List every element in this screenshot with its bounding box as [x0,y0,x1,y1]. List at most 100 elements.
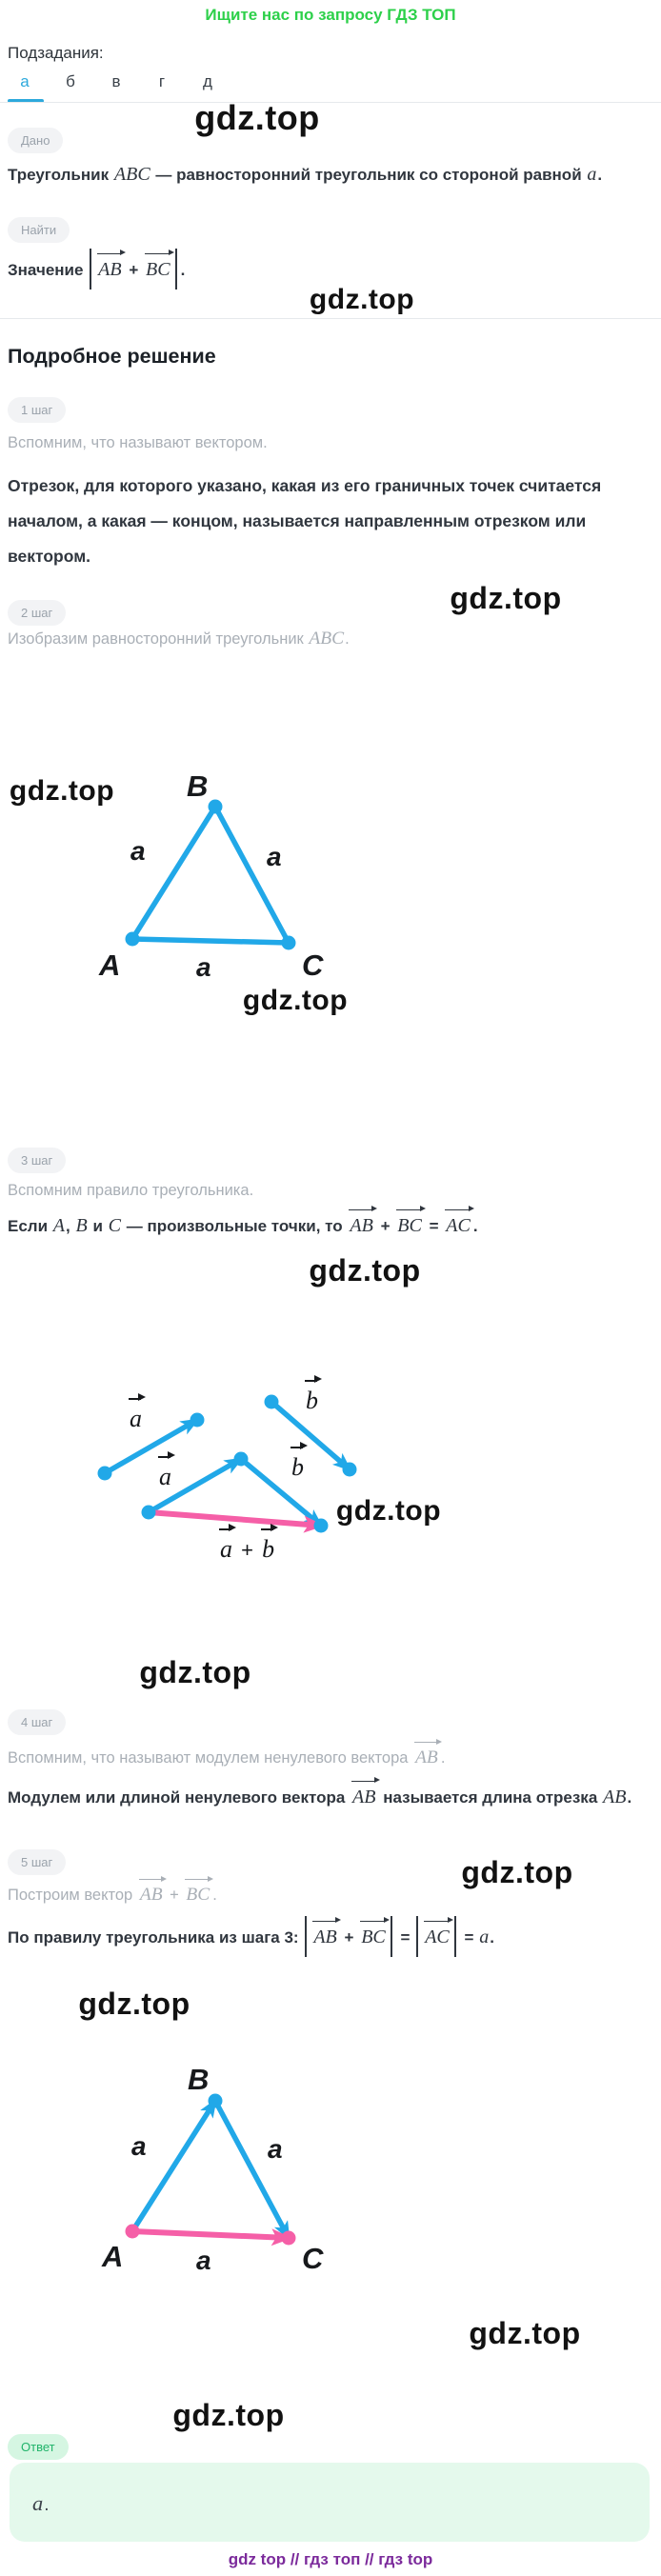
subtask-tabs: а б в г д [15,72,217,91]
equilateral-triangle-step2-label: a [267,842,282,871]
triangle-vectors-step5-vertex-dot [281,2230,296,2246]
solution-title: Подробное решение [8,345,216,368]
subtasks-label: Подзадания: [8,44,104,62]
math-italic: A [52,1215,66,1236]
vector-notation: AB [97,250,126,280]
gdz-top-watermark: gdz.top [9,775,115,807]
answer-box [10,2463,650,2542]
gdz-top-watermark: gdz.top [309,284,415,315]
abs-bar [90,249,92,290]
tab-г[interactable]: г [158,72,166,90]
vector-notation: a [157,1451,175,1490]
vector-notation: AC [445,1206,474,1236]
equilateral-triangle-step2-vertex-dot [125,931,140,947]
vector-notation: AB [414,1738,442,1767]
gdz-top-watermark: gdz.top [172,2398,285,2432]
math-italic: ABC [309,629,345,649]
answer-text: a. [32,2491,50,2515]
step1-definition: Отрезок, для которого указано, какая из … [8,476,602,566]
find-badge: Найти [8,217,70,243]
vector-addition-rule-step3-vertex-dot [233,1451,249,1467]
abs-bar [390,1916,392,1957]
step4-definition: Модулем или длиной ненулевого вектора AB… [8,1777,632,1807]
gdz-top-watermark: gdz.top [335,1495,442,1527]
vector-notation: AC [424,1917,453,1947]
gdz-top-watermark: gdz.top [242,985,349,1016]
triangle-vectors-step5-vertex-dot [208,2093,223,2108]
vector-addition-rule-step3-vertex-dot [97,1466,112,1481]
step1-badge: 1 шаг [8,397,67,423]
step5-badge: 5 шаг [8,1849,67,1875]
equilateral-triangle-step2-vertex-dot [281,935,296,950]
vector-notation: BC [145,250,174,280]
tab-б[interactable]: б [66,72,75,90]
tab-в[interactable]: в [111,72,121,90]
equilateral-triangle-step2-line [130,936,291,946]
tab-д[interactable]: д [203,72,212,90]
triangle-vectors-step5-label: a [131,2131,147,2161]
gdz-top-watermark: gdz.top [194,98,320,137]
vector-notation: b [261,1524,279,1563]
equilateral-triangle-step2-label: B [187,769,209,803]
triangle-vectors-step5-arrow [212,2098,291,2241]
step4-note: Вспомним, что называют модулем ненулевог… [8,1738,446,1767]
vector-addition-rule-step3-vertex-dot [313,1518,329,1533]
math-italic: ABC [113,164,150,185]
vector-addition-rule-step3-label: b [303,1375,322,1414]
abs-bar [174,249,177,290]
vector-addition-rule-step3-vertex-dot [264,1394,279,1409]
step1-note: Вспомним, что называют вектором. [8,434,268,451]
equilateral-triangle-step2-line [212,804,291,946]
vector-notation: b [304,1375,322,1414]
math-italic: B [75,1215,88,1236]
footer-keywords: gdz top // гдз топ // гдз top [228,2550,433,2568]
step5-note: Построим вектор AB + BC. [8,1875,217,1905]
triangle-vectors-step5-arrow [130,2098,218,2234]
equilateral-triangle-step2-line [130,804,218,942]
equilateral-triangle-step2-label: A [99,949,121,982]
vector-addition-rule-step3-label: a [127,1393,146,1432]
step3-rule: Если A, B и C — произвольные точки, то A… [8,1206,478,1236]
vector-addition-rule-step3-label: b [289,1442,308,1481]
gdz-top-watermark: gdz.top [461,1855,573,1889]
math-italic: a [479,1927,490,1947]
triangle-vectors-step5-label: C [302,2242,324,2275]
vector-notation: a [128,1393,146,1432]
abs-bar [453,1916,456,1957]
vector-notation: BC [185,1875,214,1905]
vector-addition-rule-step3-arrow [102,1417,200,1476]
step2-note: Изобразим равносторонний треугольник ABC… [8,629,350,649]
step3-note: Вспомним правило треугольника. [8,1182,254,1199]
abs-bar [416,1916,419,1957]
vector-notation: BC [396,1206,426,1236]
equilateral-triangle-step2-label: C [302,949,324,982]
vector-addition-rule-step3-vertex-dot [342,1462,357,1477]
equilateral-triangle-step2-label: a [130,836,146,866]
vector-notation: a [218,1524,236,1563]
active-tab-underline [8,99,44,103]
triangle-vectors-step5-vertex-dot [125,2224,140,2239]
step2-badge: 2 шаг [8,600,67,626]
promo-link[interactable]: Ищите нас по запросу ГДЗ ТОП [205,6,456,24]
equilateral-triangle-step2-vertex-dot [208,799,223,814]
step3-badge: 3 шаг [8,1148,67,1173]
given-badge: Дано [8,128,64,153]
vector-addition-rule-step3-label: a + b [218,1524,279,1563]
triangle-vectors-step5-label: B [188,2063,210,2096]
vector-addition-rule-step3-vertex-dot [190,1412,205,1428]
step5-conclusion: По правилу треугольника из шага 3: AB + … [8,1916,494,1959]
vector-notation: AB [349,1206,377,1236]
math-italic: a [587,164,597,185]
answer-badge: Ответ [8,2434,69,2460]
tab-а[interactable]: а [20,72,30,90]
section-divider [0,318,661,319]
triangle-vectors-step5-label: a [196,2246,211,2275]
equilateral-triangle-step2-label: a [196,952,211,982]
vector-notation: AB [138,1875,167,1905]
triangle-vectors-step5-label: A [102,2240,124,2273]
vector-notation: b [290,1442,308,1481]
gdz-top-watermark: gdz.top [78,1987,190,2021]
given-text: Треугольник ABC — равносторонний треугол… [8,164,603,185]
math-italic: a [32,2491,44,2515]
